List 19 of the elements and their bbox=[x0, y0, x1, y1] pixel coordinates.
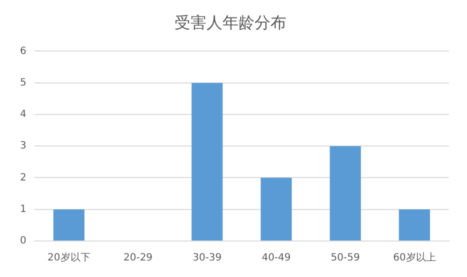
y-tick-label: 4 bbox=[20, 109, 26, 120]
x-tick-label: 20-29 bbox=[123, 252, 153, 264]
y-tick-label: 6 bbox=[20, 46, 26, 57]
y-tick-label: 1 bbox=[20, 204, 26, 215]
x-tick-label: 30-39 bbox=[192, 252, 222, 264]
x-tick-label: 20岁以下 bbox=[48, 252, 90, 264]
x-tick-label: 60岁以上 bbox=[393, 252, 436, 264]
x-tick-label: 40-49 bbox=[262, 252, 291, 264]
bar bbox=[192, 82, 223, 240]
bar bbox=[398, 209, 430, 240]
bar bbox=[330, 146, 361, 240]
y-tick-label: 3 bbox=[20, 140, 26, 152]
x-tick-label: 50-59 bbox=[330, 252, 360, 264]
chart-title: 受害人年龄分布 bbox=[174, 12, 286, 32]
bar bbox=[260, 178, 292, 240]
y-tick-label: 5 bbox=[20, 77, 26, 88]
y-tick-label: 2 bbox=[20, 172, 26, 184]
y-tick-label: 0 bbox=[20, 236, 26, 247]
bar bbox=[53, 209, 84, 240]
